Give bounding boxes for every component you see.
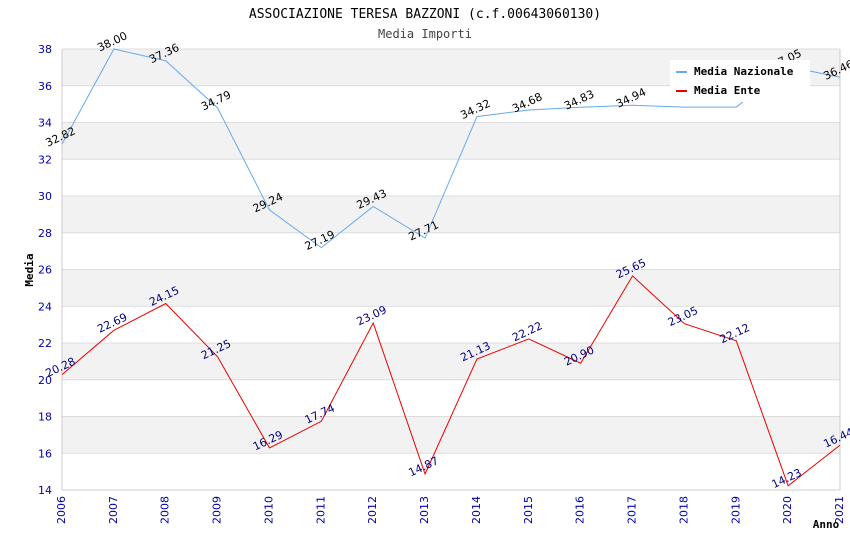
y-tick-label: 26 [38,264,52,277]
x-axis-label: Anno [813,518,840,531]
grid-band [62,196,840,233]
grid-bands [62,49,840,454]
series-lines [61,48,841,487]
data-label: 22.22 [510,319,544,344]
grid-band [62,343,840,380]
data-label: 23.05 [666,304,700,329]
x-tick-labels: 2006 2007 2008 2009 2010 2011 2012 2013 2014 2015… [55,496,846,524]
y-tick-label: 20 [38,374,52,387]
grid-band [62,122,840,160]
y-tick-label: 38 [38,43,52,56]
x-tick-label: 2012 [366,496,379,524]
data-label: 34.83 [562,88,596,113]
data-label: 14.23 [770,466,804,491]
data-label: 23.09 [355,303,389,328]
y-tick-label: 34 [38,117,52,130]
x-tick-label: 2021 [833,496,846,524]
y-axis-label: Media [23,253,36,286]
chart-title: ASSOCIAZIONE TERESA BAZZONI (c.f.0064306… [249,7,601,22]
y-tick-label: 28 [38,227,52,240]
x-tick-label: 2014 [470,496,483,524]
data-label: 34.32 [458,97,492,122]
x-tick-label: 2019 [729,496,742,524]
data-label: 14.87 [407,454,441,479]
grid-band [62,269,840,307]
x-tick-label: 2017 [626,496,639,524]
y-tick-label: 22 [38,337,52,350]
y-tick-label: 18 [38,411,52,424]
legend: Media Nazionale Media Ente [670,60,810,102]
legend-label-ente: Media Ente [694,84,761,97]
series-line-ente [61,275,841,487]
y-tick-label: 16 [38,447,52,460]
x-tick-label: 2008 [159,496,172,524]
data-label: 22.12 [718,321,752,346]
x-tick-label: 2013 [418,496,431,524]
y-tick-labels: 14 16 18 20 22 24 26 28 30 32 34 36 38 [38,43,52,497]
series-line-nazionale [61,48,841,249]
x-tick-label: 2006 [55,496,68,524]
x-tick-label: 2015 [522,496,535,524]
legend-label-nazionale: Media Nazionale [694,65,794,78]
x-tick-label: 2020 [781,496,794,524]
x-tick-label: 2010 [262,496,275,524]
x-tick-label: 2011 [314,496,327,524]
y-tick-label: 14 [38,484,52,497]
axes [61,49,841,491]
data-label: 34.94 [614,86,648,111]
y-tick-label: 24 [38,300,52,313]
x-tick-label: 2007 [107,496,120,524]
y-tick-label: 30 [38,190,52,203]
y-tick-label: 32 [38,153,52,166]
x-tick-label: 2009 [211,496,224,524]
grid-band [62,416,840,454]
data-label: 34.68 [510,90,544,115]
data-label: 34.79 [199,88,233,113]
chart-subtitle: Media Importi [378,27,472,41]
x-tick-label: 2018 [677,496,690,524]
legend-box [670,60,810,102]
y-tick-label: 36 [38,80,52,93]
x-tick-label: 2016 [574,496,587,524]
